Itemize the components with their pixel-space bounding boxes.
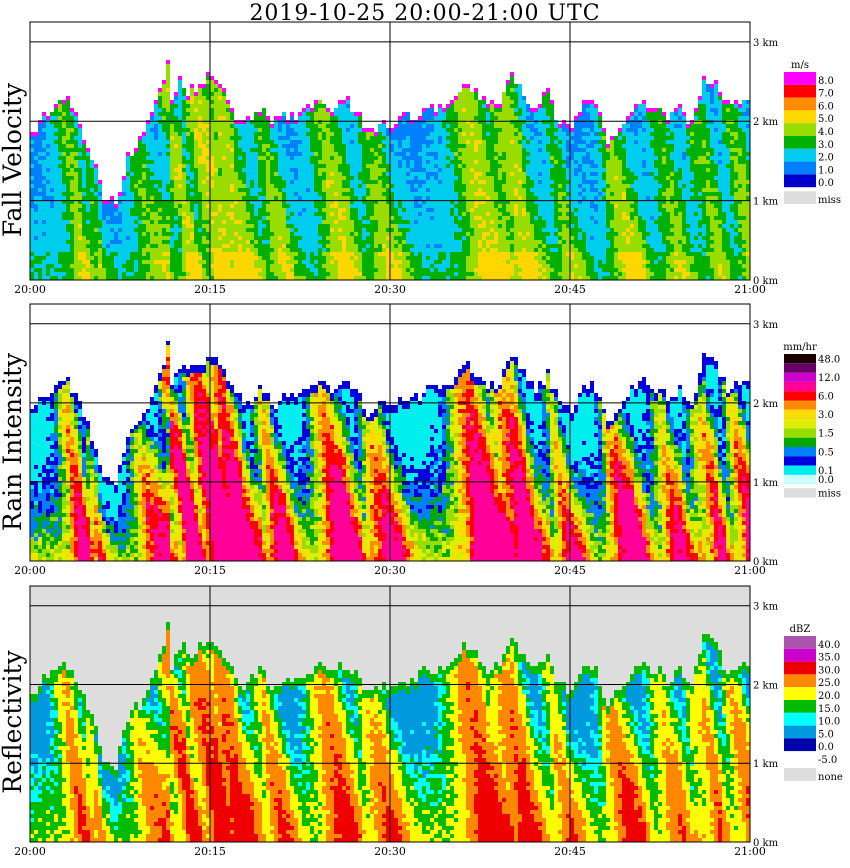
reflectivity-legend-label-8: 0.0 bbox=[818, 742, 834, 753]
reflectivity-xtick-1: 20:15 bbox=[194, 845, 226, 858]
reflectivity-legend-swatch-7 bbox=[784, 726, 816, 739]
rain_intensity-legend-swatch-0 bbox=[784, 354, 816, 363]
rain_intensity-legend-swatch-3 bbox=[784, 382, 816, 391]
reflectivity-xtick-2: 20:30 bbox=[374, 845, 406, 858]
rain_intensity-xtick-0: 20:00 bbox=[14, 564, 46, 577]
reflectivity-legend-swatch-4 bbox=[784, 687, 816, 700]
reflectivity-legend-label-0: 40.0 bbox=[818, 640, 840, 651]
rain_intensity-legend-label-13: 0.0 bbox=[818, 475, 834, 486]
rain_intensity-ytick-0: 0 km bbox=[753, 557, 779, 568]
fall_velocity-legend-unit: m/s bbox=[791, 60, 809, 71]
fall_velocity-legend-swatch-9 bbox=[784, 191, 816, 204]
rain_intensity-xtick-2: 20:30 bbox=[374, 564, 406, 577]
rain_intensity-legend-swatch-11 bbox=[784, 456, 816, 465]
fall_velocity-legend-label-5: 3.0 bbox=[818, 140, 834, 151]
fall_velocity-legend-swatch-3 bbox=[784, 110, 816, 123]
fall_velocity-legend-label-6: 2.0 bbox=[818, 153, 834, 164]
rain_intensity-ytick-3: 3 km bbox=[753, 320, 779, 331]
rain_intensity-legend-swatch-1 bbox=[784, 363, 816, 372]
reflectivity-legend-label-7: 5.0 bbox=[818, 729, 834, 740]
rain_intensity-legend-swatch-4 bbox=[784, 391, 816, 400]
fall_velocity-ytick-0: 0 km bbox=[753, 276, 779, 287]
rain_intensity-legend-swatch-2 bbox=[784, 373, 816, 382]
fall_velocity-ytick-3: 3 km bbox=[753, 38, 779, 49]
fall_velocity-legend-label-9: miss bbox=[818, 195, 841, 206]
reflectivity-legend-label-3: 25.0 bbox=[818, 678, 840, 689]
reflectivity-legend-label-6: 10.0 bbox=[818, 717, 840, 728]
reflectivity-legend-swatch-1 bbox=[784, 649, 816, 662]
rain_intensity-legend-label-2: 12.0 bbox=[818, 373, 840, 384]
reflectivity-ytick-2: 2 km bbox=[753, 680, 779, 691]
fall_velocity-ytick-2: 2 km bbox=[753, 117, 779, 128]
rain_intensity-ytick-1: 1 km bbox=[753, 478, 779, 489]
fall_velocity-ytick-1: 1 km bbox=[753, 197, 779, 208]
reflectivity-legend-label-9: -5.0 bbox=[818, 755, 837, 766]
rain_intensity-legend-label-14: miss bbox=[818, 489, 841, 500]
fall_velocity-xtick-2: 20:30 bbox=[374, 283, 406, 296]
reflectivity-legend-label-1: 35.0 bbox=[818, 653, 840, 664]
rain_intensity-xtick-1: 20:15 bbox=[194, 564, 226, 577]
rain_intensity-legend-swatch-13 bbox=[784, 475, 816, 484]
fall_velocity-legend-swatch-1 bbox=[784, 85, 816, 98]
fall_velocity-legend-swatch-7 bbox=[784, 162, 816, 175]
reflectivity-legend-swatch-8 bbox=[784, 738, 816, 751]
fall_velocity-xtick-3: 20:45 bbox=[554, 283, 586, 296]
reflectivity-legend-label-4: 20.0 bbox=[818, 691, 840, 702]
rain_intensity-legend-label-4: 6.0 bbox=[818, 392, 834, 403]
fall_velocity-legend-swatch-5 bbox=[784, 136, 816, 149]
fall_velocity-xtick-1: 20:15 bbox=[194, 283, 226, 296]
reflectivity-legend-swatch-6 bbox=[784, 713, 816, 726]
rain_intensity-legend-swatch-14 bbox=[784, 488, 816, 497]
fall_velocity-xtick-0: 20:00 bbox=[14, 283, 46, 296]
fall_velocity-legend-swatch-4 bbox=[784, 123, 816, 136]
fall_velocity-legend-label-2: 6.0 bbox=[818, 101, 834, 112]
reflectivity-legend-swatch-3 bbox=[784, 674, 816, 687]
fall_velocity-legend-label-7: 1.0 bbox=[818, 165, 834, 176]
reflectivity-legend-swatch-5 bbox=[784, 700, 816, 713]
rain_intensity-xtick-3: 20:45 bbox=[554, 564, 586, 577]
fall_velocity-legend-label-1: 7.0 bbox=[818, 89, 834, 100]
fall_velocity-legend-swatch-8 bbox=[784, 174, 816, 187]
reflectivity-legend-swatch-2 bbox=[784, 662, 816, 675]
rain_intensity-ytick-2: 2 km bbox=[753, 399, 779, 410]
fall_velocity-legend-label-4: 4.0 bbox=[818, 127, 834, 138]
rain_intensity-legend-swatch-12 bbox=[784, 466, 816, 475]
fall_velocity-legend-swatch-2 bbox=[784, 98, 816, 111]
radar-figure: 20:00 20:15 20:30 20:45 21:000 km1 km2 km3 k… bbox=[0, 0, 850, 868]
rain_intensity-panel: 20:00 20:15 20:30 20:45 21:000 km1 km2 km3 k… bbox=[14, 304, 841, 577]
rain_intensity-legend-swatch-6 bbox=[784, 410, 816, 419]
reflectivity-legend-label-2: 30.0 bbox=[818, 665, 840, 676]
reflectivity-ytick-1: 1 km bbox=[753, 759, 779, 770]
rain_intensity-legend-swatch-7 bbox=[784, 419, 816, 428]
rain_intensity-legend-label-6: 3.0 bbox=[818, 410, 834, 421]
rain_intensity-legend-swatch-9 bbox=[784, 438, 816, 447]
rain_intensity-legend-swatch-8 bbox=[784, 428, 816, 437]
fall_velocity-legend-label-0: 8.0 bbox=[818, 76, 834, 87]
rain_intensity-legend-swatch-10 bbox=[784, 447, 816, 456]
reflectivity-legend-swatch-10 bbox=[784, 768, 816, 781]
fall_velocity-legend-swatch-6 bbox=[784, 149, 816, 162]
reflectivity-ytick-3: 3 km bbox=[753, 602, 779, 613]
fall_velocity-legend-label-3: 5.0 bbox=[818, 114, 834, 125]
reflectivity-legend-swatch-0 bbox=[784, 636, 816, 649]
rain_intensity-legend-label-10: 0.5 bbox=[818, 447, 834, 458]
rain_intensity-legend-unit: mm/hr bbox=[783, 342, 817, 353]
rain_intensity-legend-label-0: 48.0 bbox=[818, 354, 840, 365]
rain_intensity-legend-label-8: 1.5 bbox=[818, 429, 834, 440]
reflectivity-xtick-3: 20:45 bbox=[554, 845, 586, 858]
fall_velocity-legend-label-8: 0.0 bbox=[818, 178, 834, 189]
reflectivity-xtick-0: 20:00 bbox=[14, 845, 46, 858]
reflectivity-panel: 20:00 20:15 20:30 20:45 21:000 km1 km2 km3 k… bbox=[14, 586, 843, 858]
reflectivity-legend-swatch-9 bbox=[784, 751, 816, 764]
fall_velocity-legend-swatch-0 bbox=[784, 72, 816, 85]
fall_velocity-panel: 20:00 20:15 20:30 20:45 21:000 km1 km2 km3 k… bbox=[14, 22, 841, 296]
reflectivity-legend-label-5: 15.0 bbox=[818, 704, 840, 715]
reflectivity-ytick-0: 0 km bbox=[753, 838, 779, 849]
reflectivity-legend-label-10: none bbox=[818, 772, 843, 783]
reflectivity-legend-unit: dBZ bbox=[790, 624, 811, 635]
rain_intensity-legend-swatch-5 bbox=[784, 401, 816, 410]
